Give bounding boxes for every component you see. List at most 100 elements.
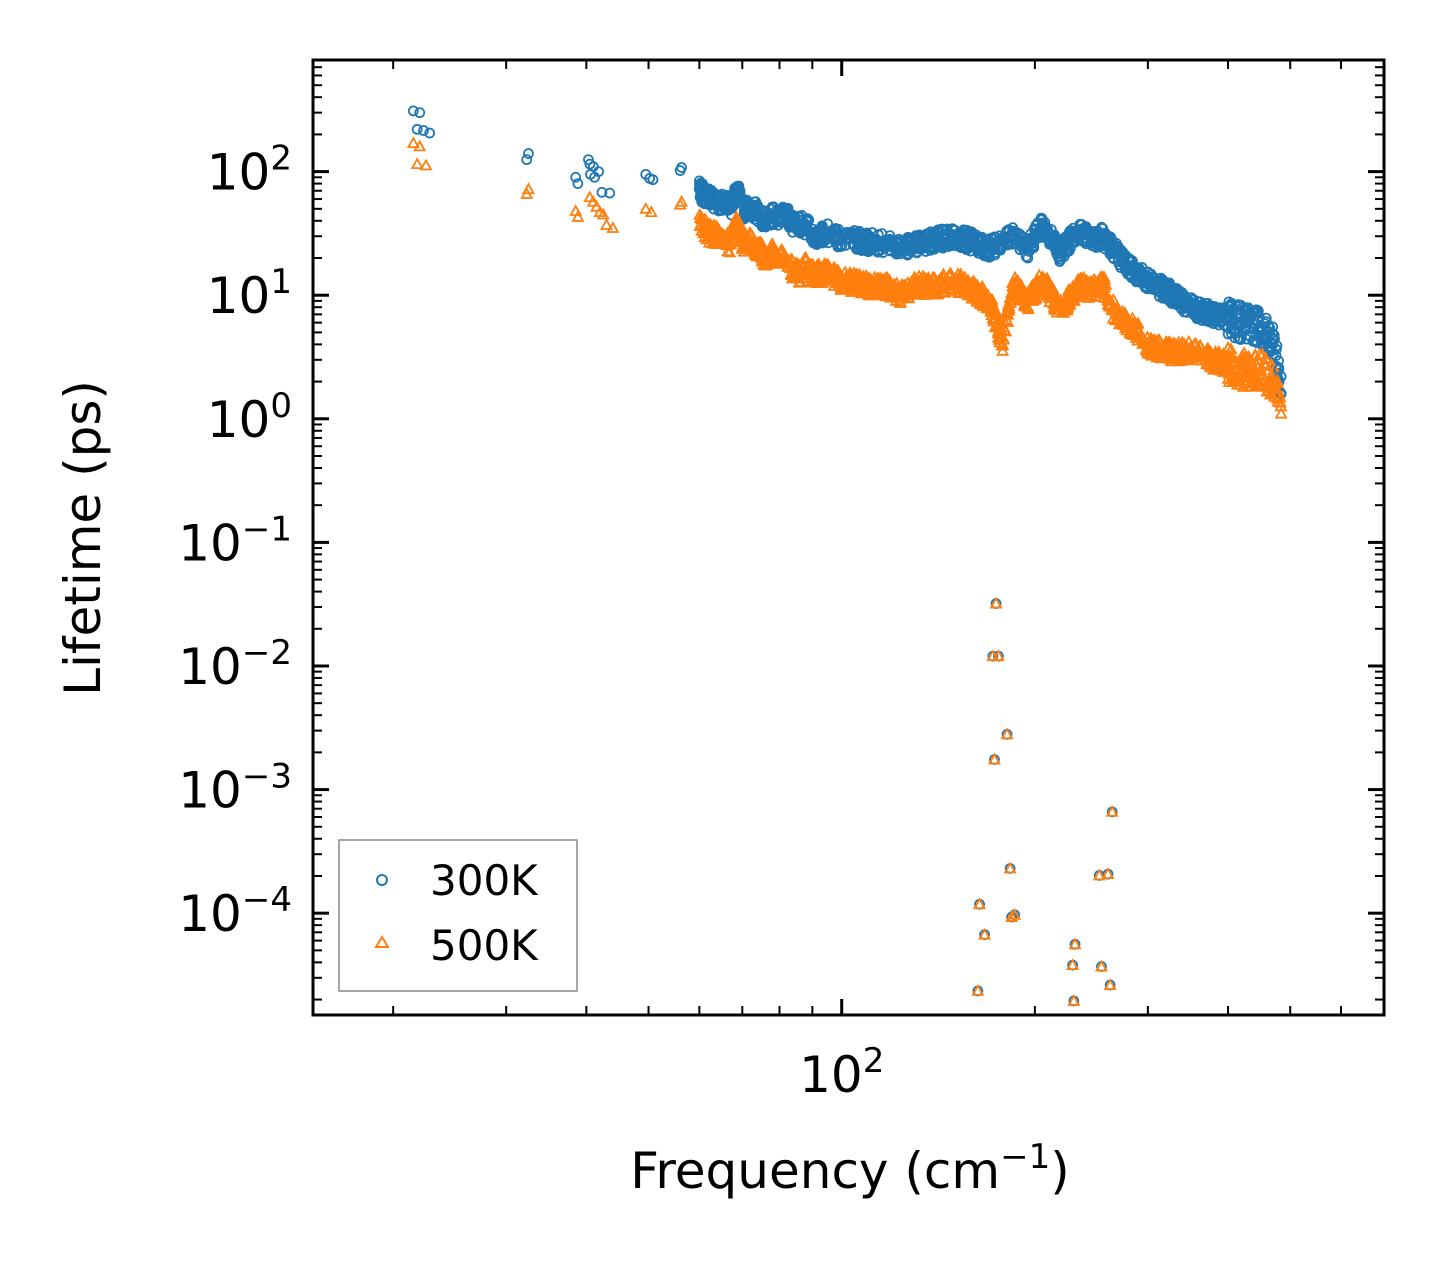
data-point-300k bbox=[572, 178, 584, 189]
legend-marker-300k bbox=[376, 874, 388, 886]
dense-point-500k bbox=[843, 267, 857, 280]
data-point-500k bbox=[793, 266, 807, 279]
dense-point-300k bbox=[873, 246, 884, 258]
y-tick-label: 102 bbox=[207, 139, 292, 202]
data-point-300k bbox=[1097, 230, 1108, 242]
legend-label-300k: 300K bbox=[430, 856, 539, 905]
data-point-500k bbox=[1073, 278, 1087, 291]
y-tick-label: 10−3 bbox=[178, 757, 292, 820]
dense-point-500k bbox=[772, 254, 786, 267]
data-point-300k bbox=[720, 195, 732, 207]
dense-point-500k bbox=[1109, 313, 1123, 326]
dense-point-300k bbox=[1110, 240, 1121, 252]
data-point-500k bbox=[596, 207, 610, 220]
data-point-300k bbox=[674, 165, 686, 176]
dense-point-500k bbox=[750, 249, 764, 262]
data-point-300k bbox=[744, 200, 756, 212]
data-point-300k bbox=[521, 154, 533, 166]
dense-point-300k bbox=[862, 243, 874, 254]
data-point-500k bbox=[786, 263, 800, 275]
data-point-300k bbox=[862, 236, 874, 248]
dense-point-500k bbox=[1129, 331, 1143, 343]
data-point-500k bbox=[897, 288, 911, 301]
dense-point-300k bbox=[1219, 319, 1231, 331]
data-point-500k bbox=[1184, 344, 1198, 357]
data-point-300k bbox=[738, 205, 750, 217]
data-point-300k bbox=[1022, 242, 1034, 254]
data-point-500k bbox=[733, 225, 747, 238]
data-point-500k bbox=[881, 280, 895, 293]
dense-point-500k bbox=[1227, 354, 1241, 367]
dense-point-500k bbox=[1209, 346, 1224, 359]
data-point-500k bbox=[1274, 406, 1288, 419]
data-point-500k bbox=[1092, 868, 1106, 881]
data-point-500k bbox=[928, 278, 943, 291]
dense-point-500k bbox=[937, 280, 951, 293]
dense-point-500k bbox=[1011, 287, 1025, 299]
dense-point-500k bbox=[868, 270, 882, 283]
data-point-300k bbox=[1053, 247, 1065, 259]
data-point-500k bbox=[995, 337, 1009, 350]
data-point-500k bbox=[419, 158, 433, 171]
dense-point-300k bbox=[1122, 268, 1134, 280]
data-point-300k bbox=[813, 230, 824, 242]
legend-label-500k: 500K bbox=[430, 921, 539, 970]
data-point-300k bbox=[1111, 247, 1122, 259]
data-point-300k bbox=[418, 125, 429, 136]
dense-point-300k bbox=[820, 229, 832, 241]
data-point-500k bbox=[743, 235, 757, 247]
dense-point-500k bbox=[1112, 317, 1126, 330]
dense-point-500k bbox=[991, 313, 1005, 326]
dense-point-500k bbox=[1224, 342, 1238, 355]
data-point-500k bbox=[987, 752, 1001, 765]
dense-point-500k bbox=[1199, 352, 1213, 364]
dense-point-300k bbox=[1270, 350, 1282, 361]
data-point-500k bbox=[697, 219, 711, 232]
data-point-500k bbox=[835, 274, 849, 287]
dense-point-500k bbox=[1251, 376, 1265, 388]
data-point-300k bbox=[424, 127, 436, 139]
data-point-300k bbox=[794, 218, 806, 229]
dense-point-500k bbox=[971, 280, 985, 293]
dense-point-300k bbox=[1093, 241, 1105, 253]
data-point-500k bbox=[719, 233, 733, 245]
data-point-300k bbox=[1160, 284, 1172, 296]
x-tick-label: 102 bbox=[799, 1041, 884, 1104]
plot-frame bbox=[311, 58, 1386, 1017]
dense-point-300k bbox=[857, 234, 868, 246]
dense-point-300k bbox=[812, 236, 824, 248]
dense-point-500k bbox=[1221, 340, 1235, 353]
data-point-300k bbox=[647, 174, 659, 186]
data-point-500k bbox=[971, 984, 985, 996]
data-point-500k bbox=[406, 136, 420, 149]
dense-point-500k bbox=[1235, 349, 1249, 361]
data-point-500k bbox=[978, 927, 992, 940]
data-point-500k bbox=[673, 197, 687, 210]
dense-point-300k bbox=[877, 247, 889, 258]
dense-point-500k bbox=[863, 286, 877, 299]
data-point-500k bbox=[1006, 278, 1020, 291]
y-tick-label: 10−1 bbox=[178, 509, 292, 572]
data-point-300k bbox=[752, 206, 764, 218]
data-point-300k bbox=[984, 242, 995, 254]
dense-point-500k bbox=[1137, 332, 1151, 345]
dense-point-500k bbox=[1028, 292, 1042, 305]
legend: 300K 500K bbox=[338, 839, 578, 992]
dense-point-500k bbox=[962, 284, 976, 297]
dense-point-300k bbox=[1247, 335, 1259, 347]
data-point-300k bbox=[1255, 321, 1267, 333]
dense-point-500k bbox=[1147, 334, 1161, 347]
dense-point-500k bbox=[1081, 291, 1095, 303]
data-point-300k bbox=[1185, 301, 1197, 313]
dense-point-500k bbox=[1211, 355, 1225, 367]
dense-point-500k bbox=[757, 257, 771, 269]
data-point-500k bbox=[1067, 288, 1081, 301]
dense-point-500k bbox=[1002, 303, 1016, 316]
data-point-500k bbox=[1096, 274, 1110, 287]
dense-point-300k bbox=[994, 233, 1006, 245]
data-point-300k bbox=[1208, 308, 1220, 320]
dense-point-500k bbox=[776, 244, 790, 257]
dense-point-500k bbox=[1255, 370, 1269, 382]
data-point-500k bbox=[1254, 362, 1268, 375]
data-point-500k bbox=[590, 199, 604, 212]
